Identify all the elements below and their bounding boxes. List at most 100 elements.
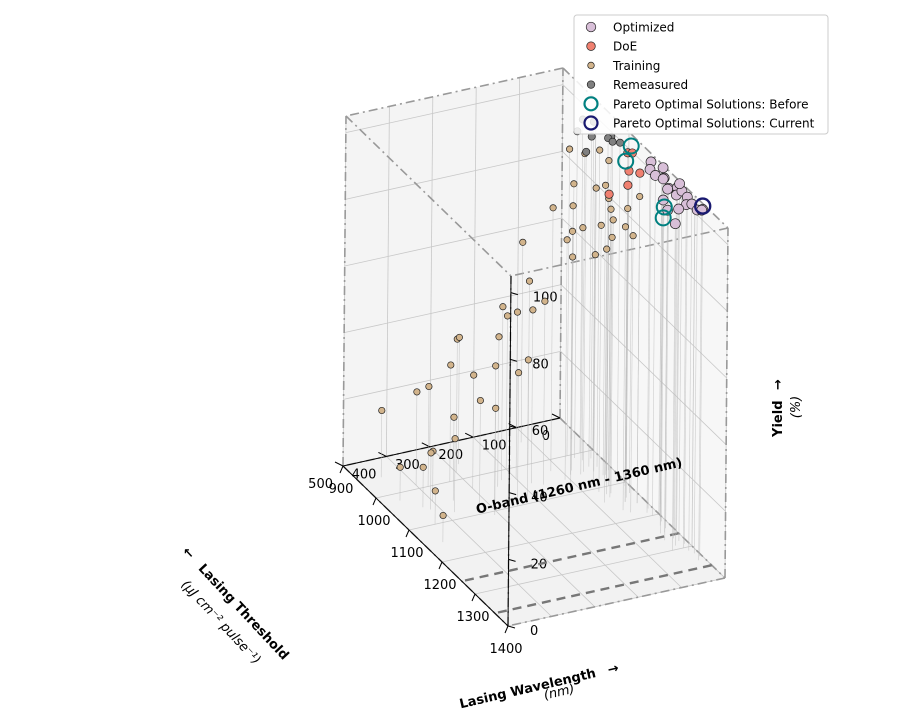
- point-stem: [676, 183, 680, 534]
- doe-point: [635, 168, 645, 178]
- z-axis-line: [507, 275, 512, 627]
- point-stem: [494, 408, 496, 515]
- o-band-boundary-line: [494, 564, 713, 615]
- point-stem: [629, 153, 633, 494]
- training-point: [624, 204, 632, 213]
- point-stem: [675, 209, 679, 546]
- floor-gridline-threshold: [429, 446, 596, 608]
- box-edge: [345, 115, 512, 277]
- z-tick-label: 40: [531, 491, 548, 506]
- wall-gridline-threshold: [386, 106, 390, 457]
- training-point: [608, 233, 616, 241]
- legend-label-training: Training: [612, 59, 660, 73]
- point-stem: [415, 391, 418, 486]
- point-stem: [579, 119, 584, 453]
- wall-gridline-wavelength: [592, 99, 597, 451]
- point-stem: [457, 337, 460, 465]
- z-axis-tick: [509, 425, 517, 429]
- x-axis-tick: [339, 465, 344, 474]
- z-axis-arrow: →: [771, 379, 786, 390]
- point-stem: [604, 249, 607, 503]
- training-point: [525, 277, 534, 285]
- point-stem: [693, 210, 698, 554]
- training-point: [450, 413, 458, 421]
- training-point: [607, 205, 615, 213]
- training-point: [378, 406, 386, 415]
- legend-marker-pareto-current: [583, 115, 599, 131]
- point-stem: [624, 185, 629, 502]
- y-tick-label: 100: [482, 439, 507, 454]
- point-stem: [452, 417, 455, 501]
- data-points: [378, 115, 712, 520]
- legend-marker-doe: [586, 41, 596, 51]
- training-point: [549, 204, 557, 212]
- training-point: [455, 333, 463, 341]
- training-point: [470, 371, 478, 379]
- y-tick-label: 0: [542, 429, 550, 444]
- training-point: [570, 180, 578, 188]
- training-point: [579, 224, 587, 232]
- svg-text:Yield →: Yield →: [771, 379, 786, 438]
- point-stem: [472, 375, 474, 489]
- point-stem: [673, 194, 677, 539]
- training-point: [425, 382, 433, 391]
- svg-text:Lasing Wavelength →: Lasing Wavelength →: [458, 661, 620, 712]
- point-stem: [380, 410, 383, 478]
- x-axis-tick: [471, 593, 476, 602]
- point-stem: [570, 231, 573, 475]
- wall-gridline-yield-right: [560, 284, 727, 445]
- legend-label-pareto-before: Pareto Optimal Solutions: Before: [613, 97, 809, 111]
- y-axis-tick: [464, 432, 474, 438]
- training-point: [492, 362, 500, 370]
- z-axis-tick: [507, 625, 516, 629]
- training-point: [636, 192, 644, 201]
- point-stem: [520, 242, 524, 443]
- wall-gridline-wavelength: [658, 163, 663, 515]
- z-axis-title: Yield → (%): [771, 379, 804, 438]
- wall-gridline-yield-left: [343, 350, 561, 400]
- point-stem: [672, 223, 676, 551]
- y-axis-arrow: ←: [179, 544, 197, 562]
- training-point: [609, 216, 617, 224]
- doe-point: [623, 180, 633, 190]
- floor-gridline-wavelength: [375, 449, 594, 499]
- z-axis-tick: [510, 292, 518, 296]
- point-stem: [543, 301, 546, 485]
- o-band-region: [461, 532, 713, 615]
- y-tick-label: 400: [352, 467, 377, 482]
- point-stem: [652, 175, 656, 516]
- training-point: [492, 404, 500, 412]
- point-stem: [610, 219, 614, 494]
- wall-gridline-yield-left: [344, 217, 562, 267]
- training-point: [563, 236, 571, 244]
- x-tick-label: 900: [329, 482, 354, 497]
- box-edge: [559, 417, 726, 579]
- wall-gridline-yield-left: [344, 284, 562, 334]
- doe-point: [604, 189, 614, 199]
- point-stem: [608, 209, 612, 486]
- training-point: [515, 369, 523, 377]
- training-point: [603, 245, 611, 253]
- training-point: [629, 232, 637, 240]
- point-stem: [517, 372, 519, 507]
- optimized-point: [662, 183, 673, 195]
- training-point: [499, 303, 507, 311]
- z-axis-tick: [510, 358, 518, 362]
- point-stem: [622, 226, 626, 511]
- training-point: [396, 463, 404, 471]
- point-stem: [665, 188, 669, 529]
- training-point: [568, 227, 577, 235]
- box-edge: [724, 227, 729, 579]
- y-axis-title: ← Lasing Threshold (μJ cm⁻² pulse⁻¹): [178, 544, 292, 667]
- floor-gridline-threshold: [472, 436, 639, 598]
- point-stem: [564, 239, 568, 480]
- legend-marker-pareto-before: [583, 96, 599, 112]
- training-point: [413, 388, 421, 396]
- z-axis-tick: [509, 492, 517, 496]
- box-edge: [342, 115, 347, 467]
- wall-gridline-yield-left: [345, 150, 563, 200]
- training-point: [431, 487, 439, 495]
- wall-gridline-yield-right: [562, 151, 728, 312]
- x-tick-label: 1100: [390, 546, 423, 561]
